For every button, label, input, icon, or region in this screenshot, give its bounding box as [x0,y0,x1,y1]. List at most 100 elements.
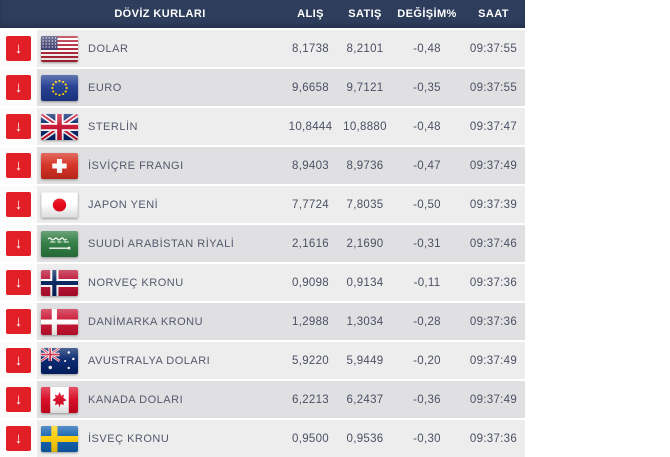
change-value: -0,48 [392,30,462,67]
trend-cell: ↓ [0,108,37,145]
trend-cell: ↓ [0,186,37,223]
sell-value: 10,8880 [338,108,392,145]
currency-row[interactable]: ↓ KANADA DOLARI 6,2213 6,2437 -0,36 09:3… [0,381,525,418]
arrow-down-icon: ↓ [6,426,31,451]
currency-row[interactable]: ↓ DANİMARKA KRONU 1,2988 1,3034 -0,28 09… [0,303,525,340]
sell-value: 2,1690 [338,225,392,262]
arrow-down-icon: ↓ [6,192,31,217]
currency-cell: İSVEÇ KRONU [37,420,283,457]
trend-cell: ↓ [0,264,37,301]
arrow-down-icon: ↓ [6,309,31,334]
change-value: -0,20 [392,342,462,379]
time-value: 09:37:47 [462,108,525,145]
time-value: 09:37:49 [462,342,525,379]
currency-name: KANADA DOLARI [88,393,184,406]
change-value: -0,36 [392,381,462,418]
arrow-down-icon: ↓ [6,387,31,412]
header-alis: ALIŞ [297,8,324,20]
currency-rates-widget: DÖVİZ KURLARI ALIŞ SATIŞ DEĞİŞİM% SAAT ↓… [0,0,525,457]
flag-norway-icon [41,269,78,296]
currency-row[interactable]: ↓ İSVİÇRE FRANGI 8,9403 8,9736 -0,47 09:… [0,147,525,184]
time-value: 09:37:49 [462,381,525,418]
time-value: 09:37:49 [462,147,525,184]
time-value: 09:37:36 [462,264,525,301]
change-value: -0,28 [392,303,462,340]
currency-cell: AVUSTRALYA DOLARI [37,342,283,379]
currency-row[interactable]: ↓ İSVEÇ KRONU 0,9500 0,9536 -0,30 09:37:… [0,420,525,457]
currency-name: NORVEÇ KRONU [88,276,184,289]
arrow-down-icon: ↓ [6,114,31,139]
currency-name: AVUSTRALYA DOLARI [88,354,211,367]
currency-cell: EURO [37,69,283,106]
currency-row[interactable]: ↓ DOLAR 8,1738 8,2101 -0,48 09:37:55 [0,30,525,67]
currency-cell: DANİMARKA KRONU [37,303,283,340]
change-value: -0,31 [392,225,462,262]
trend-cell: ↓ [0,225,37,262]
time-value: 09:37:36 [462,303,525,340]
flag-sweden-icon [41,425,78,452]
arrow-down-icon: ↓ [6,231,31,256]
buy-value: 0,9500 [283,420,338,457]
flag-uk-icon [41,113,78,140]
change-value: -0,47 [392,147,462,184]
currency-row[interactable]: ↓ SUUDİ ARABİSTAN RİYALİ 2,1616 2,1690 -… [0,225,525,262]
sell-value: 0,9536 [338,420,392,457]
currency-name: İSVİÇRE FRANGI [88,159,184,172]
flag-usa-icon [41,35,78,62]
trend-cell: ↓ [0,69,37,106]
currency-name: DANİMARKA KRONU [88,315,204,328]
buy-value: 2,1616 [283,225,338,262]
flag-japan-icon [41,191,78,218]
header-doviz-kurlari: DÖVİZ KURLARI [114,8,206,20]
buy-value: 0,9098 [283,264,338,301]
currency-name: JAPON YENİ [88,198,159,211]
flag-switzerland-icon [41,152,78,179]
buy-value: 6,2213 [283,381,338,418]
currency-cell: STERLİN [37,108,283,145]
change-value: -0,11 [392,264,462,301]
trend-cell: ↓ [0,342,37,379]
sell-value: 8,9736 [338,147,392,184]
time-value: 09:37:55 [462,30,525,67]
sell-value: 0,9134 [338,264,392,301]
trend-cell: ↓ [0,147,37,184]
flag-eu-icon [41,74,78,101]
sell-value: 7,8035 [338,186,392,223]
arrow-down-icon: ↓ [6,153,31,178]
currency-row[interactable]: ↓ AVUSTRALYA DOLARI 5,9220 5,9449 -0,20 … [0,342,525,379]
sell-value: 9,7121 [338,69,392,106]
trend-cell: ↓ [0,303,37,340]
sell-value: 1,3034 [338,303,392,340]
currency-row[interactable]: ↓ JAPON YENİ 7,7724 7,8035 -0,50 09:37:3… [0,186,525,223]
time-value: 09:37:39 [462,186,525,223]
buy-value: 5,9220 [283,342,338,379]
currency-name: İSVEÇ KRONU [88,432,170,445]
sell-value: 5,9449 [338,342,392,379]
currency-name: SUUDİ ARABİSTAN RİYALİ [88,237,235,250]
buy-value: 8,9403 [283,147,338,184]
currency-name: STERLİN [88,120,138,133]
arrow-down-icon: ↓ [6,270,31,295]
currency-cell: JAPON YENİ [37,186,283,223]
header-saat: SAAT [478,8,509,20]
currency-name: DOLAR [88,42,129,55]
buy-value: 9,6658 [283,69,338,106]
flag-saudi-icon [41,230,78,257]
change-value: -0,35 [392,69,462,106]
flag-australia-icon [41,347,78,374]
buy-value: 1,2988 [283,303,338,340]
currency-row[interactable]: ↓ NORVEÇ KRONU 0,9098 0,9134 -0,11 09:37… [0,264,525,301]
trend-cell: ↓ [0,381,37,418]
currency-name: EURO [88,81,122,94]
table-header: DÖVİZ KURLARI ALIŞ SATIŞ DEĞİŞİM% SAAT [0,0,525,28]
arrow-down-icon: ↓ [6,75,31,100]
time-value: 09:37:36 [462,420,525,457]
arrow-down-icon: ↓ [6,36,31,61]
time-value: 09:37:46 [462,225,525,262]
currency-row[interactable]: ↓ EURO 9,6658 9,7121 -0,35 09:37:55 [0,69,525,106]
trend-cell: ↓ [0,420,37,457]
currency-row[interactable]: ↓ STERLİN 10,8444 10,8880 -0,48 09:37:47 [0,108,525,145]
currency-cell: NORVEÇ KRONU [37,264,283,301]
header-degisim: DEĞİŞİM% [397,8,457,20]
flag-denmark-icon [41,308,78,335]
